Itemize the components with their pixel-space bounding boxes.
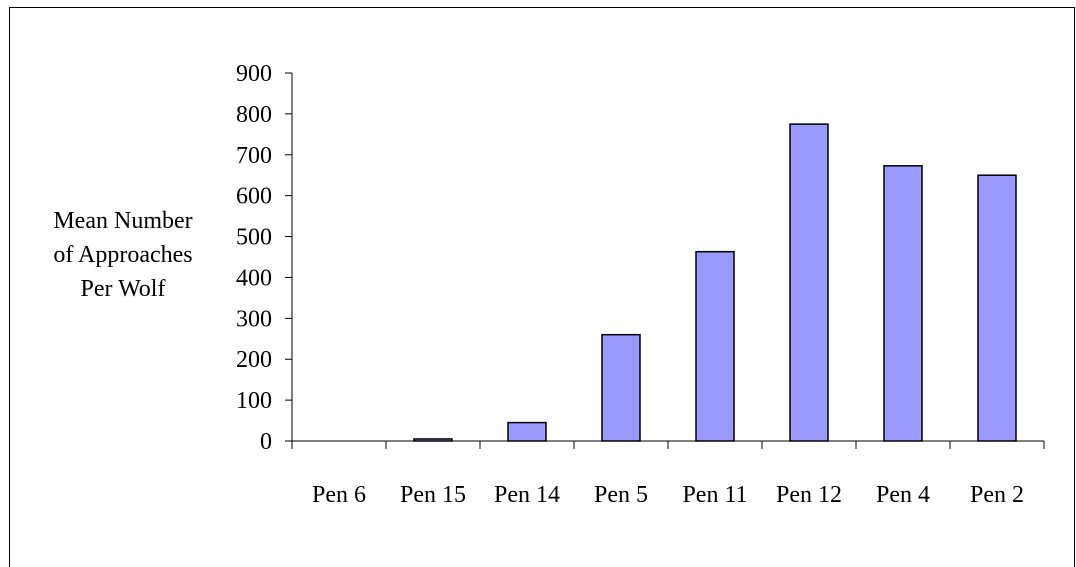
y-axis-label-line: of Approaches [53, 242, 192, 268]
y-axis-label-line: Per Wolf [81, 276, 166, 302]
chart-frame [9, 7, 1075, 567]
y-tick-label: 700 [236, 143, 272, 169]
y-tick-label: 0 [260, 429, 272, 455]
y-axis-ticks: 0 100 200 300 400 500 600 700 800 900 [236, 61, 293, 455]
y-axis-label-line: Mean Number [53, 208, 192, 234]
bar-pen-11 [695, 250, 735, 442]
bar-pen-4 [883, 165, 923, 442]
y-tick-label: 200 [236, 347, 272, 373]
bar-pen-2 [977, 174, 1017, 442]
x-category-label: Pen 12 [776, 482, 842, 508]
bar-pen-12 [789, 123, 829, 442]
y-tick-label: 400 [236, 265, 272, 291]
bar-pen-5 [601, 333, 641, 442]
x-category-label: Pen 6 [312, 482, 366, 508]
y-tick-label: 100 [236, 388, 272, 414]
x-category-label: Pen 11 [682, 482, 747, 508]
y-axis-label: Mean Number of Approaches Per Wolf [53, 208, 192, 302]
x-category-label: Pen 14 [494, 482, 560, 508]
x-category-label: Pen 5 [594, 482, 648, 508]
x-category-label: Pen 4 [876, 482, 930, 508]
y-tick-label: 500 [236, 225, 272, 251]
y-tick-label: 600 [236, 184, 272, 210]
bars [413, 123, 1017, 442]
x-category-label: Pen 15 [400, 482, 466, 508]
x-axis-category-labels: Pen 6 Pen 15 Pen 14 Pen 5 Pen 11 Pen 12 Pen 4 P… [312, 482, 1024, 508]
y-tick-label: 800 [236, 102, 272, 128]
x-axis [291, 440, 1045, 449]
x-category-label: Pen 2 [970, 482, 1024, 508]
y-tick-label: 300 [236, 306, 272, 332]
y-tick-label: 900 [236, 61, 272, 87]
bar-pen-14 [507, 421, 547, 442]
